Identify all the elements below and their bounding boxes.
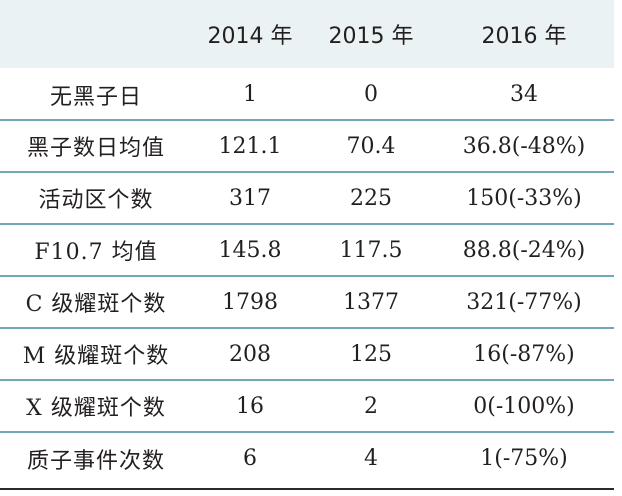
cell-2015: 0 [364,82,378,107]
row-label: C 级耀斑个数 [25,292,167,317]
cell-2016: 16(-87%) [473,341,575,367]
cell-2015: 225 [350,185,392,211]
table-row: M 级耀斑个数 208 125 16(-87%) [0,328,614,380]
row-label: X 级耀斑个数 [26,396,166,421]
table-row: 黑子数日均值 121.1 70.4 36.8(-48%) [0,120,614,172]
cell-2015: 125 [350,341,392,367]
cell-2016: 1(-75%) [480,446,568,471]
cell-2014: 121.1 [218,133,282,159]
cell-2015: 4 [364,446,378,471]
cell-2014: 16 [236,393,264,419]
table-row: 无黑子日 1 0 34 [0,68,614,120]
cell-2014: 145.8 [218,237,282,263]
cell-2015: 2 [364,393,378,419]
cell-2016: 0(-100%) [473,393,575,419]
table-row: 活动区个数 317 225 150(-33%) [0,172,614,224]
row-label: M 级耀斑个数 [22,344,170,369]
row-label: 黑子数日均值 [26,136,165,161]
cell-2016: 321(-77%) [466,289,582,315]
table-row: F10.7 均值 145.8 117.5 88.8(-24%) [0,224,614,276]
row-label: 无黑子日 [49,84,142,110]
cell-2015: 1377 [343,289,399,315]
table-row: 质子事件次数 6 4 1(-75%) [0,432,614,484]
cell-2014: 317 [229,185,271,211]
cell-2014: 6 [243,446,257,471]
table-row: C 级耀斑个数 1798 1377 321(-77%) [0,276,614,328]
header-cell-2014: 2014 年 [207,24,293,49]
cell-2015: 70.4 [346,133,396,159]
cell-2015: 117.5 [339,237,403,263]
row-label: 活动区个数 [38,188,154,213]
header-cell-2015: 2015 年 [328,24,414,49]
cell-2016: 150(-33%) [466,185,582,211]
header-cell-blank [0,0,192,68]
solar-activity-table: 2014 年 2015 年 2016 年 无黑子日 1 0 34 黑子数日均值 … [0,0,614,484]
cell-2014: 1798 [222,289,278,315]
header-row: 2014 年 2015 年 2016 年 [0,0,614,68]
cell-2016: 34 [510,82,538,107]
row-label: F10.7 均值 [34,240,158,265]
data-table-container: 2014 年 2015 年 2016 年 无黑子日 1 0 34 黑子数日均值 … [0,0,614,490]
cell-2014: 1 [243,82,257,107]
header-cell-2016: 2016 年 [481,24,567,49]
cell-2014: 208 [229,341,271,367]
cell-2016: 88.8(-24%) [462,237,586,263]
table-row: X 级耀斑个数 16 2 0(-100%) [0,380,614,432]
cell-2016: 36.8(-48%) [462,133,586,159]
row-label: 质子事件次数 [26,448,165,474]
